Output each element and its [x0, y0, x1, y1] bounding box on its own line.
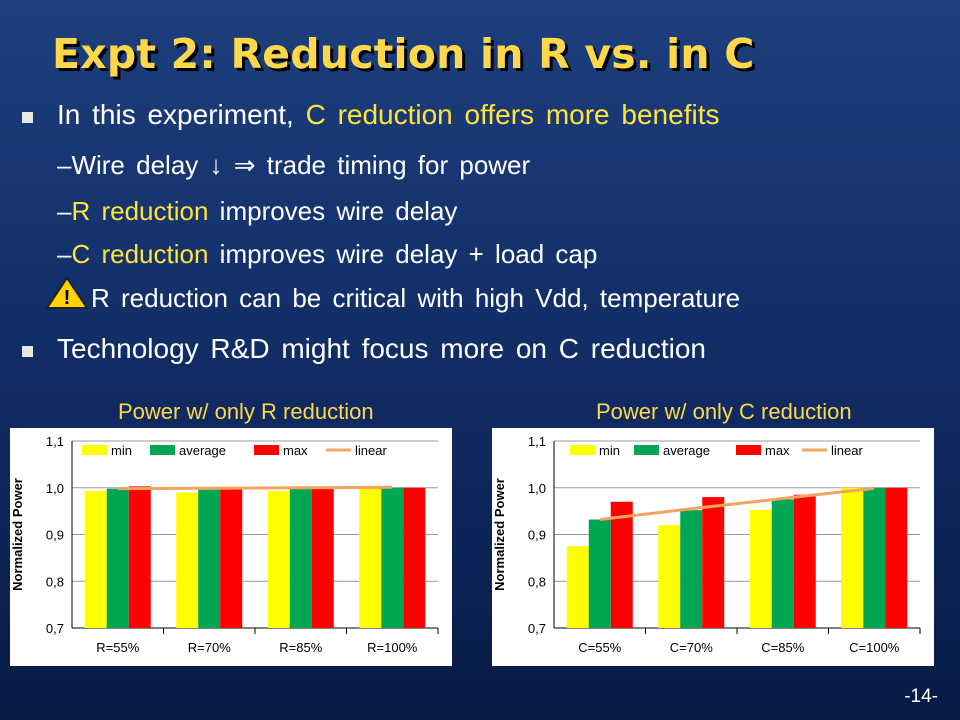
bar-average	[198, 489, 221, 628]
sub-bullet-2: –R reduction improves wire delay	[57, 196, 457, 227]
y-tick-label: 1,1	[528, 434, 546, 449]
sub-bullet-1: –Wire delay ↓ ⇒ trade timing for power	[57, 150, 531, 180]
bar-average	[106, 488, 129, 628]
bullet-1: In this experiment, C reduction offers m…	[57, 99, 719, 131]
bar-average	[680, 510, 703, 628]
bar-min	[658, 525, 681, 628]
bullet-1-text: In this experiment,	[57, 99, 294, 130]
bar-min	[176, 492, 199, 628]
bar-max	[403, 487, 426, 628]
legend-swatch-max	[736, 445, 761, 455]
x-tick-label: R=70%	[188, 640, 231, 655]
legend-label: min	[599, 443, 620, 458]
y-axis-label: Normalized Power	[10, 478, 25, 591]
legend-label: average	[179, 443, 226, 458]
legend-swatch-min	[82, 445, 107, 455]
bullet-marker	[22, 112, 33, 123]
y-tick-label: 0,9	[528, 528, 546, 543]
x-tick-label: C=55%	[578, 640, 621, 655]
y-tick-label: 1,0	[528, 481, 546, 496]
bar-min	[84, 491, 107, 628]
trend-line-linear	[117, 485, 393, 491]
svg-text:!: !	[64, 287, 71, 309]
bullet-2: Technology R&D might focus more on C red…	[57, 333, 706, 364]
bar-max	[220, 487, 243, 628]
chart-1: 0,7 0,8 0,9 1,0 1,1 Normalized Power R=55% R=70…	[10, 428, 452, 666]
bar-average	[863, 487, 886, 628]
bar-average	[771, 499, 794, 628]
bar-average	[588, 519, 611, 628]
legend-swatch-average	[634, 445, 659, 455]
chart-2: 0,7 0,8 0,9 1,0 1,1 Normalized Power C=55% C=70…	[492, 428, 934, 666]
x-tick-label: C=85%	[761, 640, 804, 655]
sub-bullet-3-highlight: C reduction	[71, 239, 209, 269]
y-tick-label: 0,7	[46, 621, 64, 636]
x-tick-label: C=100%	[849, 640, 900, 655]
chart-2-title: Power w/ only C reduction	[596, 399, 852, 424]
y-tick-label: 0,9	[46, 528, 64, 543]
bar-min	[359, 487, 382, 628]
x-tick-label: C=70%	[670, 640, 713, 655]
y-tick-label: 0,8	[528, 574, 546, 589]
bar-max	[885, 487, 908, 628]
bar-min	[566, 546, 589, 628]
bar-min	[267, 491, 290, 628]
x-tick-label: R=100%	[367, 640, 418, 655]
y-tick-label: 1,0	[46, 481, 64, 496]
sub-bullet-2-highlight: R reduction	[71, 196, 209, 226]
bar-average	[289, 488, 312, 628]
slide-title: Expt 2: Reduction in R vs. in C	[52, 30, 755, 78]
y-tick-label: 1,1	[46, 434, 64, 449]
legend-swatch-max	[254, 445, 279, 455]
y-tick-label: 0,8	[46, 574, 64, 589]
sub-bullet-2-text: improves wire delay	[219, 196, 458, 226]
bar-average	[381, 487, 404, 628]
legend-label: max	[283, 443, 308, 458]
y-axis-label: Normalized Power	[492, 478, 507, 591]
legend-label: min	[111, 443, 132, 458]
page-number: -14-	[904, 686, 938, 707]
dash: –	[57, 239, 72, 269]
legend-label: linear	[831, 443, 863, 458]
chart-1-svg: 0,7 0,8 0,9 1,0 1,1 Normalized Power R=55% R=70…	[10, 434, 439, 655]
bar-max	[793, 494, 816, 628]
chart-2-svg: 0,7 0,8 0,9 1,0 1,1 Normalized Power C=55% C=70…	[492, 434, 921, 655]
warning-text: R reduction can be critical with high Vd…	[91, 283, 741, 313]
bar-max	[311, 486, 334, 628]
dash: –	[57, 196, 72, 226]
bullet-1-highlight: C reduction offers more benefits	[305, 99, 720, 130]
bullet-marker	[22, 346, 33, 357]
bar-min	[749, 509, 772, 628]
x-tick-label: R=55%	[96, 640, 139, 655]
bar-max	[610, 501, 633, 628]
bar-max	[128, 486, 151, 628]
x-tick-label: R=85%	[279, 640, 322, 655]
y-tick-label: 0,7	[528, 621, 546, 636]
legend-label: average	[663, 443, 710, 458]
legend-swatch-average	[150, 445, 175, 455]
legend-label: max	[765, 443, 790, 458]
sub-bullet-3: –C reduction improves wire delay + load …	[57, 239, 597, 270]
trend-line-linear	[599, 486, 875, 522]
bar-max	[702, 497, 725, 628]
sub-bullet-3-text: improves wire delay + load cap	[219, 239, 598, 269]
legend-swatch-min	[570, 445, 595, 455]
legend-label: linear	[355, 443, 387, 458]
warning-triangle-icon: !	[45, 276, 89, 309]
bar-min	[841, 487, 864, 628]
chart-1-title: Power w/ only R reduction	[118, 399, 374, 424]
